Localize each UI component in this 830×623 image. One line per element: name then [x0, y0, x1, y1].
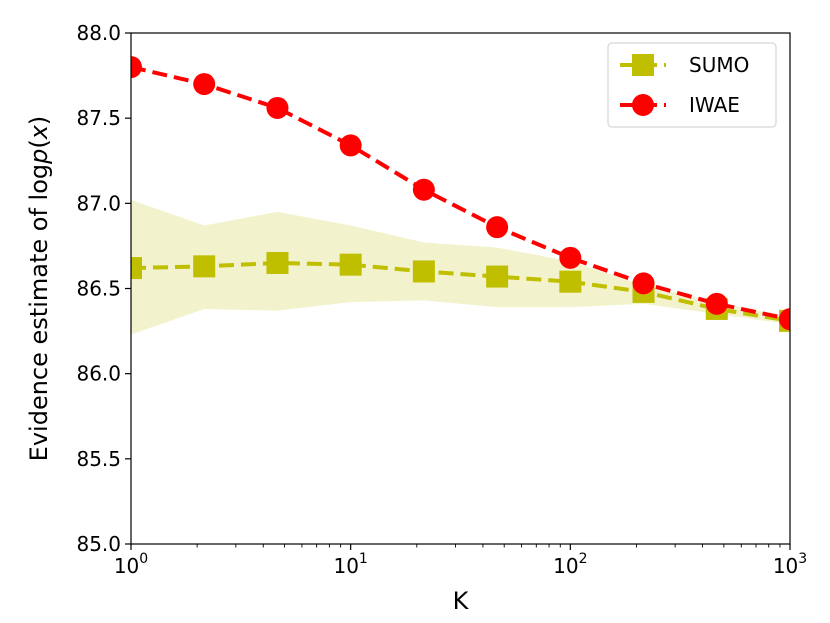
- y-axis-title-open: (: [25, 139, 53, 148]
- iwae-point: [266, 96, 289, 119]
- y-tick-label: 87.0: [76, 191, 121, 215]
- x-tick-base: 10: [333, 554, 358, 578]
- x-tick-base: 10: [553, 554, 578, 578]
- x-tick-label: 101: [333, 551, 367, 578]
- x-tick-label: 103: [773, 551, 807, 578]
- legend-sumo-marker: [632, 54, 654, 76]
- x-tick-exponent: 1: [359, 551, 368, 567]
- y-tick-label: 87.5: [76, 106, 121, 130]
- iwae-series-line: [131, 65, 790, 322]
- x-tick-base: 10: [114, 554, 139, 578]
- y-axis-title-var: x: [25, 124, 53, 140]
- iwae-point: [779, 308, 790, 331]
- x-axis-title: K: [453, 587, 470, 615]
- y-tick-label: 86.5: [76, 277, 121, 301]
- y-tick-label: 85.0: [76, 532, 121, 556]
- x-tick-label: 102: [553, 551, 587, 578]
- legend: SUMO IWAE: [607, 42, 777, 128]
- sumo-point: [193, 255, 216, 278]
- iwae-point: [705, 292, 728, 315]
- iwae-point: [632, 272, 655, 295]
- sumo-series-line: [131, 260, 790, 323]
- iwae-point: [131, 56, 142, 79]
- sumo-point: [486, 265, 509, 288]
- y-tick-label: 85.5: [76, 447, 121, 471]
- y-axis-title-log: log: [25, 164, 53, 201]
- x-tick-exponent: 2: [579, 551, 588, 567]
- sumo-point: [339, 253, 362, 276]
- y-axis-title-prefix: Evidence estimate of: [25, 200, 53, 461]
- sumo-point: [131, 257, 142, 280]
- x-tick-base: 10: [773, 554, 798, 578]
- y-axis-title-close: ): [25, 116, 53, 125]
- x-tick-exponent: 3: [798, 551, 807, 567]
- legend-sumo-label: SUMO: [689, 53, 749, 77]
- x-tick-exponent: 0: [139, 551, 148, 567]
- x-tick-label: 100: [114, 551, 148, 578]
- y-axis-title: Evidence estimate of logp(x): [25, 116, 53, 462]
- iwae-point: [412, 178, 435, 201]
- y-axis-title-p: p: [25, 149, 53, 165]
- legend-iwae-marker: [632, 94, 654, 116]
- sumo-point: [559, 270, 582, 293]
- y-tick-label: 86.0: [76, 362, 121, 386]
- plot-area: [131, 56, 790, 335]
- iwae-point: [559, 246, 582, 269]
- sumo-point: [266, 251, 289, 274]
- sumo-confidence-band: [131, 199, 790, 335]
- iwae-point: [339, 134, 362, 157]
- y-tick-label: 88.0: [76, 21, 121, 45]
- sumo-point: [412, 260, 435, 283]
- legend-iwae-label: IWAE: [689, 93, 740, 117]
- iwae-point: [193, 73, 216, 96]
- plot-contents: [131, 56, 790, 335]
- iwae-point: [486, 216, 509, 239]
